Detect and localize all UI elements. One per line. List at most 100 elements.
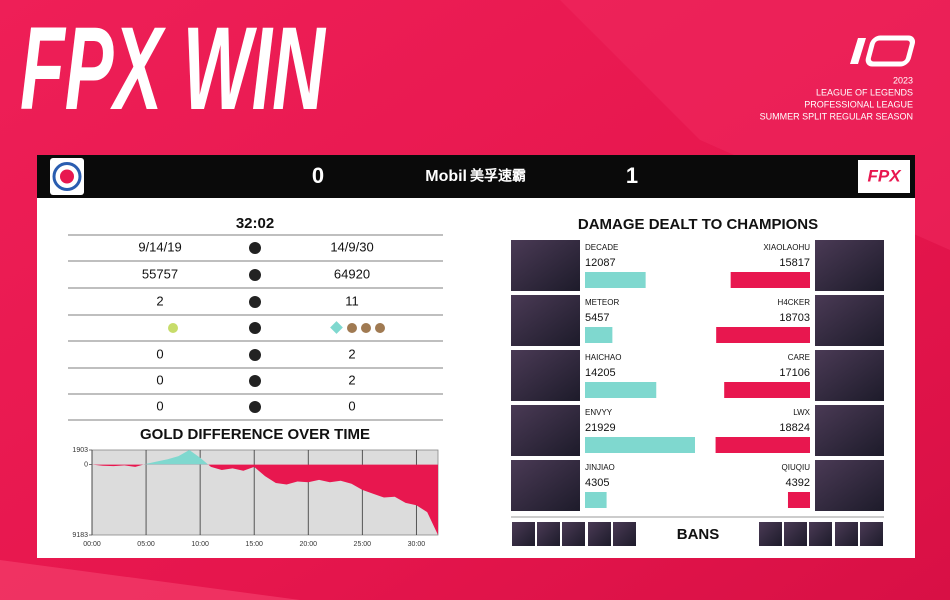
player-name: QIUQIU [782,463,811,472]
scoreboard-bar [37,155,915,198]
damage-value: 21929 [585,422,616,434]
damage-value: 5457 [585,312,609,324]
champion-portrait [815,405,884,456]
stat-left: 2 [156,293,163,308]
champion-portrait [511,405,580,456]
ban-icon [613,522,636,546]
stat-right: 11 [345,293,359,308]
stat-left: 9/14/19 [138,239,181,254]
y-tick-label: 1903 [72,447,88,454]
league-logo [850,35,916,67]
right-team-logo-text: FPX [867,166,902,185]
damage-bar [715,437,810,453]
damage-title: DAMAGE DEALT TO CHAMPIONS [578,216,818,233]
left-score: 0 [312,163,324,188]
x-tick-label: 30:00 [408,541,426,548]
damage-value: 14205 [585,367,616,379]
ban-icon [860,522,883,546]
right-team-logo [858,160,910,193]
x-tick-label: 15:00 [245,541,263,548]
dragon-icon [330,321,343,334]
sponsor-cn: 美孚速霸 [470,168,526,184]
dragon-icon [168,323,178,333]
dragon-icon [347,323,357,333]
champion-portrait [815,460,884,511]
champion-portrait [511,350,580,401]
stat-right: 14/9/30 [330,239,373,254]
damage-value: 18703 [779,312,810,324]
champion-portrait [815,240,884,291]
ban-icon [759,522,782,546]
ban-icon [512,522,535,546]
stat-right: 0 [348,398,355,413]
x-tick-label: 10:00 [191,541,209,548]
stat-icon [249,401,261,413]
damage-value: 15817 [779,257,810,269]
season-line: LEAGUE OF LEGENDS [816,87,913,97]
season-line: 2023 [893,75,913,85]
player-name: XIAOLAOHU [763,243,810,252]
stat-right: 64920 [334,266,370,281]
y-tick-label: 0 [84,461,88,468]
x-tick-label: 05:00 [137,541,155,548]
bans-label: BANS [677,526,720,543]
player-name: LWX [793,408,810,417]
stat-icon [249,242,261,254]
x-tick-label: 00:00 [83,541,101,548]
damage-bar [716,327,810,343]
damage-value: 17106 [779,367,810,379]
logo-stroke [865,35,916,67]
champion-portrait [511,460,580,511]
player-name: METEOR [585,298,619,307]
damage-bar [585,437,695,453]
player-name: CARE [788,353,810,362]
damage-value: 4305 [585,477,609,489]
damage-bar [585,492,607,508]
left-team-logo-mark [52,162,82,191]
damage-bar [585,327,613,343]
y-tick-label: 9183 [72,532,88,539]
right-score: 1 [626,163,638,188]
background-shape [0,560,300,600]
stat-left: 0 [156,346,163,361]
stat-left: 0 [156,372,163,387]
dragon-icon [375,323,385,333]
stat-icon [249,322,261,334]
season-line: PROFESSIONAL LEAGUE [804,99,913,109]
champion-portrait [511,295,580,346]
stat-right: 2 [348,372,355,387]
stat-icon [249,269,261,281]
stat-icon [249,296,261,308]
player-name: H4CKER [778,298,811,307]
season-line: SUMMER SPLIT REGULAR SEASON [760,111,913,121]
player-name: ENVYY [585,408,613,417]
champion-portrait [815,350,884,401]
player-name: DECADE [585,243,618,252]
gold-chart-title: GOLD DIFFERENCE OVER TIME [140,426,370,443]
damage-value: 18824 [779,422,810,434]
stat-icon [249,349,261,361]
damage-value: 12087 [585,257,616,269]
game-time: 32:02 [236,215,274,232]
player-name: HAICHAO [585,353,621,362]
headline: FPX WIN [20,3,327,135]
ban-icon [809,522,832,546]
ban-icon [537,522,560,546]
damage-bar [787,492,810,508]
damage-bar [585,382,657,398]
stat-left: 0 [156,398,163,413]
ban-icon [562,522,585,546]
champion-portrait [511,240,580,291]
stat-left: 55757 [142,266,178,281]
damage-bar [730,272,810,288]
stat-icon [249,375,261,387]
logo-stroke [850,38,866,64]
player-name: JINJIAO [585,463,615,472]
x-tick-label: 25:00 [354,541,372,548]
dragon-icon [361,323,371,333]
ban-icon [784,522,807,546]
champion-portrait [815,295,884,346]
